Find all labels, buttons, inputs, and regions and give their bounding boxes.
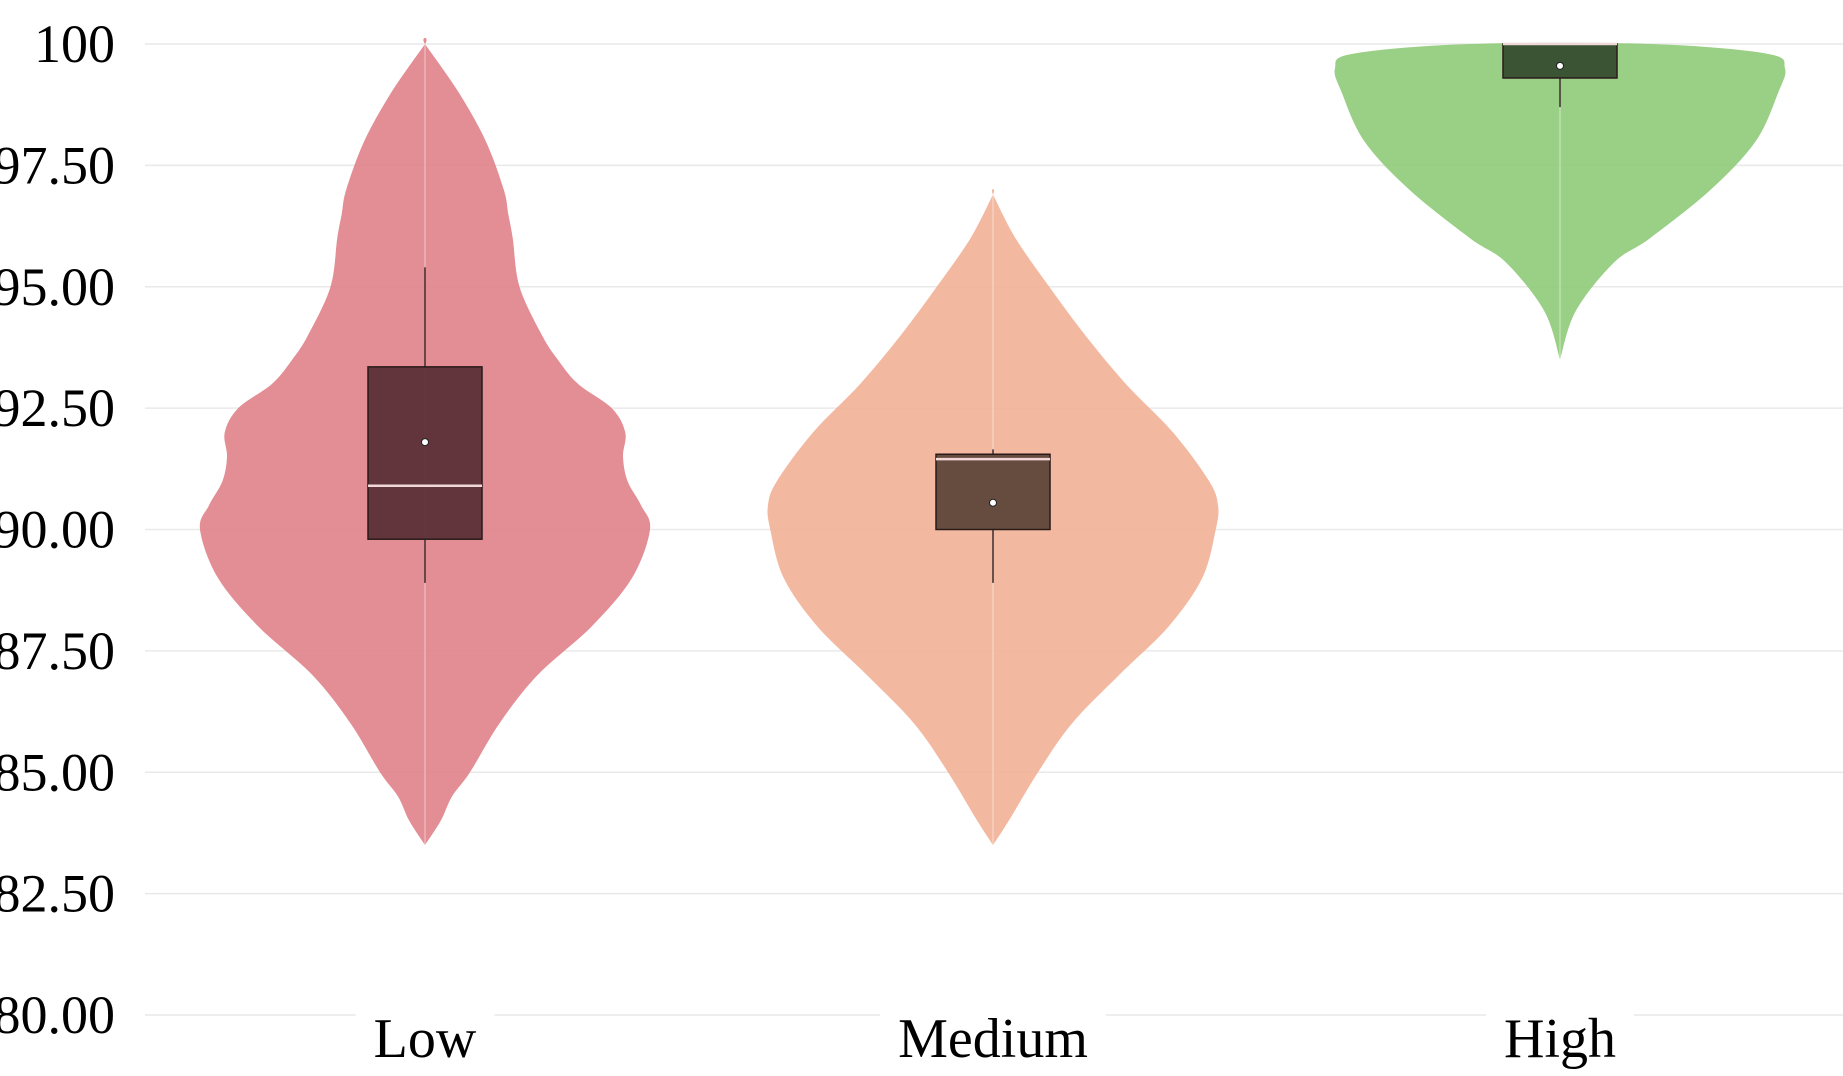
x-tick-background: [355, 1011, 495, 1073]
y-tick-label: 95.00: [0, 257, 115, 317]
y-tick-label: 80.00: [0, 985, 115, 1045]
violin-body-high: [1334, 42, 1786, 360]
violin-medium: [767, 189, 1219, 846]
violins: [199, 37, 1786, 846]
y-axis-tick-labels: 100 97.50 95.00 92.50 90.00 87.50 85.00 82.50 80…: [0, 14, 115, 1045]
iqr-box: [1502, 43, 1618, 79]
iqr-box: [367, 366, 483, 540]
x-axis-tick-labels: Low Medium High: [355, 1008, 1634, 1073]
x-tick-label-high: High: [1504, 1008, 1616, 1070]
y-tick-label: 87.50: [0, 621, 115, 681]
iqr-box: [935, 453, 1051, 531]
x-tick-background: [880, 1011, 1106, 1073]
y-tick-label: 82.50: [0, 864, 115, 924]
y-tick-label: 97.50: [0, 135, 115, 195]
x-tick-label-low: Low: [374, 1008, 477, 1070]
violin-low: [199, 37, 651, 846]
mean-marker: [1556, 61, 1564, 70]
mean-marker: [989, 498, 997, 507]
x-tick-label-medium: Medium: [898, 1008, 1088, 1070]
y-tick-label: 85.00: [0, 742, 115, 802]
violin-high: [1334, 42, 1786, 360]
y-tick-label: 100: [34, 14, 115, 74]
y-tick-label: 92.50: [0, 378, 115, 438]
mean-marker: [421, 438, 429, 447]
y-tick-label: 90.00: [0, 500, 115, 560]
x-tick-background: [1486, 1011, 1634, 1073]
